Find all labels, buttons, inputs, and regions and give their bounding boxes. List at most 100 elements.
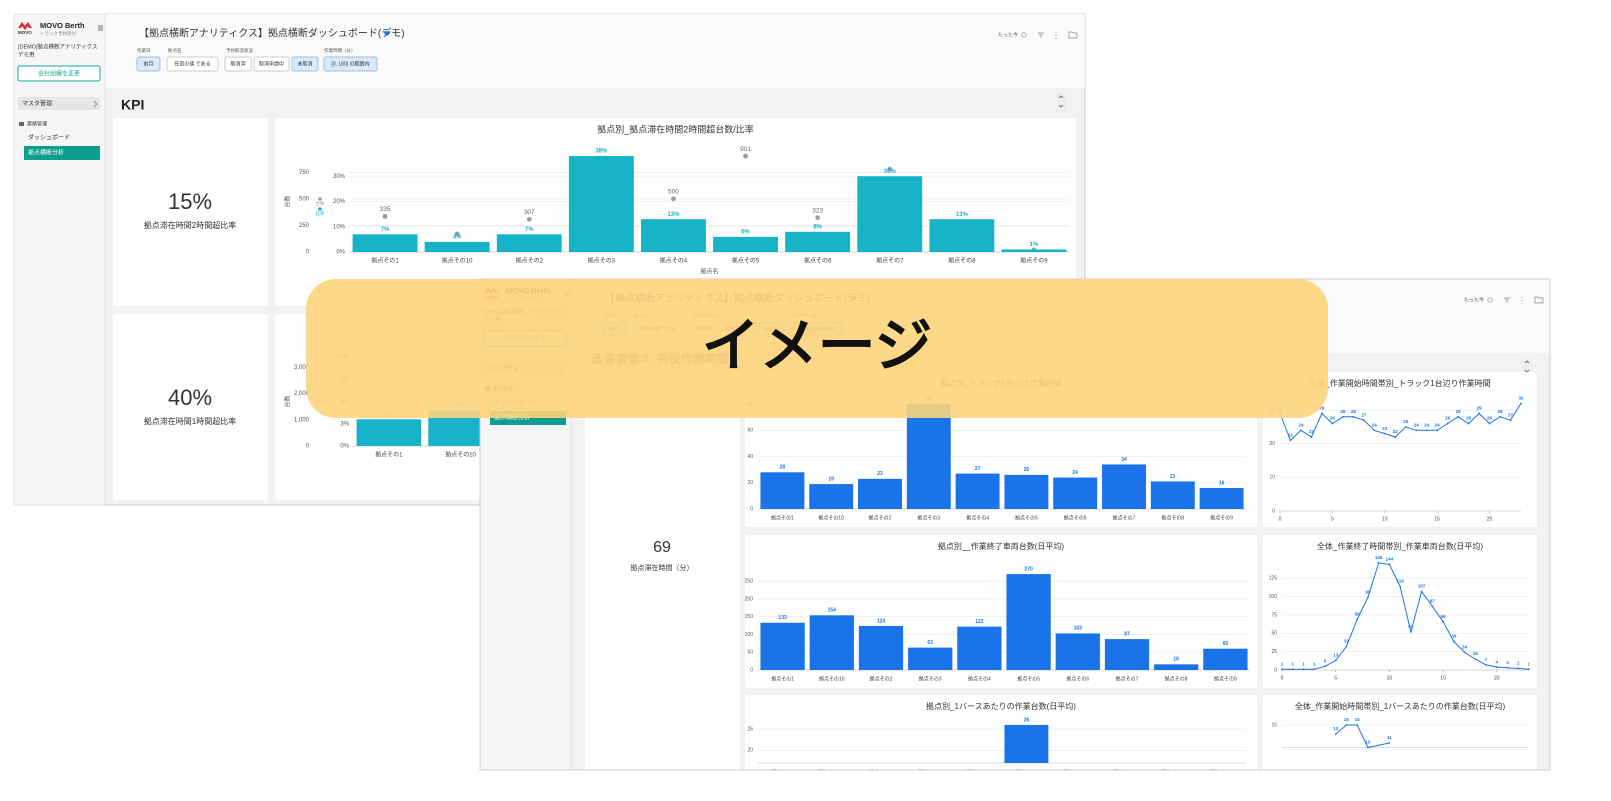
data-label: 24 — [1435, 422, 1441, 427]
series-line — [1279, 403, 1522, 442]
kpi-value: 40% — [168, 385, 212, 410]
y-tick-label: 60 — [747, 428, 753, 434]
x-tick-label: 拠点その10 — [818, 514, 844, 521]
data-label: 114 — [1396, 579, 1404, 584]
line-point — [1478, 412, 1480, 415]
filter-chip[interactable] — [323, 56, 378, 72]
filter-chip[interactable] — [136, 56, 161, 72]
data-label: 21 — [1170, 474, 1176, 480]
data-label: 15 — [1473, 651, 1479, 656]
bar — [929, 219, 995, 252]
x-tick-label: 拠点その1 — [771, 514, 794, 521]
filter-chip[interactable] — [291, 56, 319, 72]
change-org-button[interactable] — [17, 65, 101, 82]
org-name: デモ用 — [18, 50, 35, 58]
data-label: 34 — [1121, 457, 1127, 463]
data-label: 99 — [1365, 590, 1371, 595]
chart-title: 拠点別__作業終了車両台数(日平均) — [938, 541, 1065, 551]
x-tick-label: 拠点その9 — [1210, 768, 1233, 775]
scroll-control — [1056, 92, 1066, 112]
kpi-card — [113, 118, 268, 306]
y-tick-label: 50 — [747, 650, 753, 656]
data-label: 28 — [1498, 409, 1504, 414]
data-label: 24 — [1424, 422, 1430, 427]
line-point — [1334, 733, 1337, 735]
line-point — [1281, 668, 1283, 671]
y-tick-label: 125 — [1269, 576, 1278, 582]
x-tick-label: 5 — [1331, 516, 1334, 522]
x-tick-label: 拠点その1 — [771, 675, 794, 682]
y-axis-title: 台数 — [284, 195, 292, 207]
data-label: 26 — [1445, 416, 1451, 421]
x-tick-label: 拠点その7 — [1116, 675, 1139, 682]
menu-master[interactable] — [18, 97, 100, 110]
data-label: 66 — [1441, 614, 1447, 619]
data-label: 38% — [595, 149, 608, 155]
refresh-icon[interactable] — [1487, 297, 1493, 303]
filter-chip[interactable] — [166, 56, 219, 72]
refresh-icon[interactable] — [1021, 32, 1027, 38]
filter-chip[interactable] — [253, 56, 290, 72]
filter-label: 作業時間（分） — [324, 47, 356, 54]
bar — [760, 622, 805, 670]
data-label: 23 — [1382, 426, 1388, 431]
line-point — [1321, 412, 1323, 415]
data-label: 7% — [381, 227, 390, 233]
line-point — [1488, 422, 1491, 425]
x-tick-label: 拠点その2 — [869, 768, 892, 775]
x-tick-label: 15 — [1440, 675, 1446, 681]
line-point — [1495, 666, 1498, 668]
data-label: 26 — [1330, 416, 1336, 421]
filter-chip-label: 未取消 — [297, 60, 312, 67]
data-label: 29 — [1319, 406, 1325, 411]
change-org-label: 会社組織を変更 — [38, 70, 80, 78]
data-label: 323 — [812, 207, 823, 214]
line-point — [1313, 668, 1316, 671]
y-tick-label: 1,000 — [294, 417, 310, 423]
menu-active[interactable] — [24, 146, 100, 160]
y-tick-label: 0% — [336, 250, 345, 256]
folder-icon[interactable] — [1534, 296, 1544, 304]
data-label: 24 — [1414, 422, 1420, 427]
count-point — [887, 166, 893, 172]
line-point — [1383, 432, 1386, 435]
data-label: 15 — [1344, 717, 1350, 722]
y-tick-label: 200 — [745, 596, 754, 602]
filter-chip[interactable] — [224, 56, 252, 72]
filter-icon[interactable] — [1038, 32, 1044, 38]
data-label: 124 — [877, 618, 886, 624]
bar — [352, 234, 418, 252]
data-label: 13% — [956, 212, 969, 218]
x-tick-label: 拠点その8 — [1165, 675, 1188, 682]
bar — [1055, 633, 1100, 670]
line-point — [1367, 746, 1369, 749]
x-tick-label: 拠点その10 — [442, 257, 473, 265]
line-point — [1300, 429, 1302, 432]
x-axis-title: 拠点名 — [700, 268, 718, 276]
data-label: 39 — [1451, 634, 1457, 639]
x-tick-label: 拠点その8 — [1161, 768, 1184, 775]
data-label: 29 — [1477, 406, 1483, 411]
line-point — [1442, 620, 1444, 623]
line-point — [1388, 742, 1391, 744]
x-tick-label: 拠点その4 — [966, 514, 989, 521]
y-tick-label: 3,000 — [294, 365, 310, 371]
data-label: 4% — [453, 234, 462, 240]
filter-icon[interactable] — [1504, 297, 1510, 303]
data-label: 1 — [1302, 661, 1305, 666]
scroll-control — [1522, 357, 1532, 377]
data-label: 87 — [1430, 598, 1436, 603]
bar — [955, 473, 1000, 509]
data-label: 7% — [525, 227, 534, 233]
count-point — [382, 213, 388, 219]
folder-icon[interactable] — [1068, 31, 1078, 39]
bar — [1004, 474, 1049, 509]
x-tick-label: 拠点その7 — [876, 257, 904, 265]
line-point — [1506, 666, 1509, 669]
data-label: 15 — [1355, 717, 1361, 722]
chart-card — [275, 118, 1076, 306]
chart-card — [745, 695, 1257, 770]
data-label: 60 — [1223, 641, 1229, 647]
data-label: 270 — [1024, 566, 1033, 572]
